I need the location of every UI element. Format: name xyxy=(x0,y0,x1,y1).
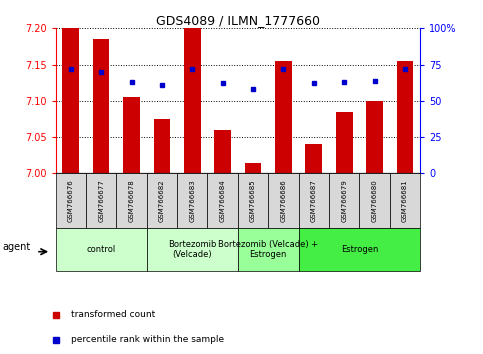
Title: GDS4089 / ILMN_1777660: GDS4089 / ILMN_1777660 xyxy=(156,14,320,27)
Bar xyxy=(62,28,79,173)
Bar xyxy=(154,119,170,173)
Text: control: control xyxy=(86,245,116,254)
Text: GSM766677: GSM766677 xyxy=(98,179,104,222)
Text: GSM766680: GSM766680 xyxy=(371,179,378,222)
Bar xyxy=(56,173,86,228)
Bar xyxy=(177,173,208,228)
Text: GSM766681: GSM766681 xyxy=(402,179,408,222)
Text: GSM766687: GSM766687 xyxy=(311,179,317,222)
Text: GSM766682: GSM766682 xyxy=(159,179,165,222)
Bar xyxy=(86,173,116,228)
Bar xyxy=(93,39,110,173)
Bar xyxy=(390,173,420,228)
Text: Estrogen: Estrogen xyxy=(341,245,378,254)
Text: percentile rank within the sample: percentile rank within the sample xyxy=(71,335,224,344)
Bar xyxy=(245,162,261,173)
Bar xyxy=(56,228,147,271)
Text: Bortezomib
(Velcade): Bortezomib (Velcade) xyxy=(168,240,216,259)
Bar xyxy=(397,61,413,173)
Bar xyxy=(238,173,268,228)
Bar xyxy=(214,130,231,173)
Text: GSM766683: GSM766683 xyxy=(189,179,195,222)
Bar xyxy=(268,173,298,228)
Bar xyxy=(298,173,329,228)
Text: transformed count: transformed count xyxy=(71,310,155,319)
Bar xyxy=(123,97,140,173)
Text: GSM766684: GSM766684 xyxy=(220,179,226,222)
Bar xyxy=(359,173,390,228)
Bar xyxy=(184,28,200,173)
Bar xyxy=(208,173,238,228)
Bar xyxy=(116,173,147,228)
Bar xyxy=(366,101,383,173)
Text: GSM766679: GSM766679 xyxy=(341,179,347,222)
Text: GSM766686: GSM766686 xyxy=(281,179,286,222)
Bar xyxy=(305,144,322,173)
Bar xyxy=(298,228,420,271)
Bar xyxy=(147,173,177,228)
Bar xyxy=(147,228,238,271)
Text: GSM766685: GSM766685 xyxy=(250,179,256,222)
Bar xyxy=(238,228,298,271)
Text: GSM766678: GSM766678 xyxy=(128,179,135,222)
Bar xyxy=(275,61,292,173)
Bar xyxy=(336,112,353,173)
Bar xyxy=(329,173,359,228)
Text: Bortezomib (Velcade) +
Estrogen: Bortezomib (Velcade) + Estrogen xyxy=(218,240,318,259)
Text: agent: agent xyxy=(3,242,31,252)
Text: GSM766676: GSM766676 xyxy=(68,179,74,222)
